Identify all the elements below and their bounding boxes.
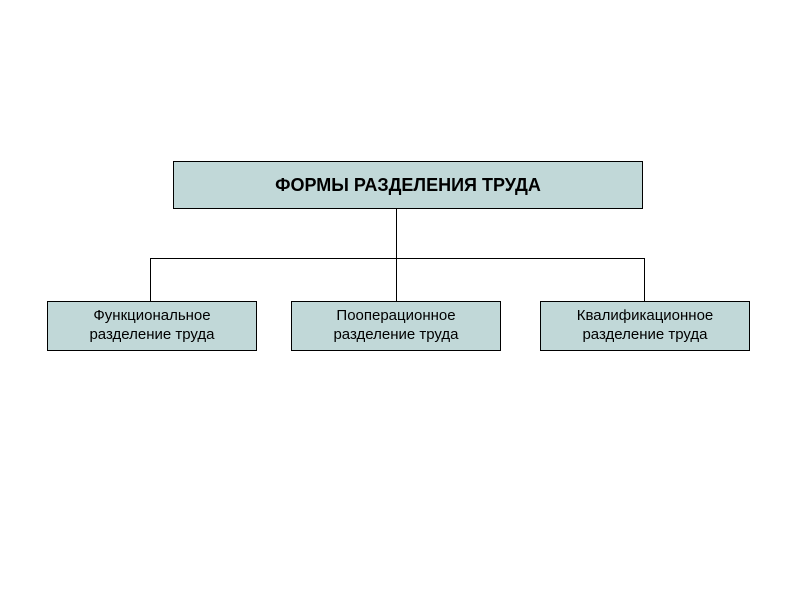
child-node-label: Квалификационное разделение труда bbox=[547, 307, 743, 345]
root-node-label: ФОРМЫ РАЗДЕЛЕНИЯ ТРУДА bbox=[275, 174, 541, 197]
child-node-label: Функциональное разделение труда bbox=[54, 307, 250, 345]
child-node-functional: Функциональное разделение труда bbox=[47, 301, 257, 351]
connector-drop bbox=[150, 258, 151, 301]
child-node-qualification: Квалификационное разделение труда bbox=[540, 301, 750, 351]
connector-trunk bbox=[396, 209, 397, 258]
connector-drop bbox=[644, 258, 645, 301]
root-node: ФОРМЫ РАЗДЕЛЕНИЯ ТРУДА bbox=[173, 161, 643, 209]
child-node-label: Пооперационное разделение труда bbox=[298, 307, 494, 345]
connector-drop bbox=[396, 258, 397, 301]
child-node-operational: Пооперационное разделение труда bbox=[291, 301, 501, 351]
connector-hbar bbox=[150, 258, 645, 259]
